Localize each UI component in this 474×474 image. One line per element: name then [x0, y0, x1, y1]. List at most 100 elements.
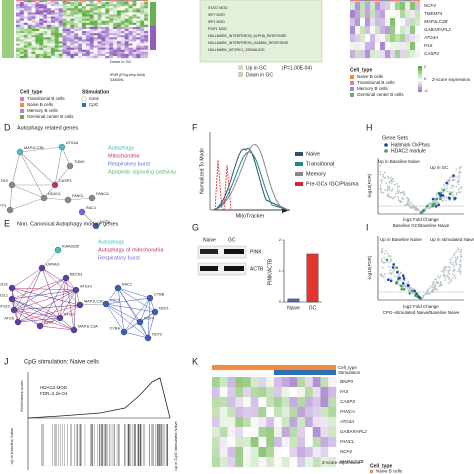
cell: [85, 18, 90, 21]
point: [411, 289, 414, 293]
label: Pre-GCs /GC/Plasma: [306, 181, 360, 187]
cell: [101, 29, 106, 32]
cell: [415, 26, 421, 35]
cell: [31, 41, 36, 44]
cell: [101, 0, 106, 3]
cell: [116, 18, 122, 21]
label: -log10(FDR): [367, 255, 372, 280]
point: [425, 204, 429, 208]
point: [426, 292, 429, 295]
cell: [120, 12, 125, 15]
cell: [120, 14, 125, 17]
node: [54, 246, 62, 254]
label: GABARAPL2: [424, 27, 451, 32]
cell: [58, 10, 63, 13]
label: MAP1LC3B: [424, 19, 448, 24]
cell: [54, 41, 59, 44]
cell: [16, 24, 21, 28]
cell: [101, 39, 106, 42]
point: [387, 186, 390, 189]
cell: [238, 65, 243, 70]
cell: [78, 41, 83, 44]
label: Naive: [306, 151, 320, 157]
cell: [70, 29, 75, 32]
cell: [58, 53, 63, 57]
cell: [39, 35, 44, 38]
cell: [418, 89, 422, 93]
panel-label: D: [4, 122, 11, 132]
cell: [54, 45, 59, 48]
cell: [66, 0, 71, 3]
point: [448, 192, 452, 196]
label: Up in baseline Naive: [9, 427, 14, 464]
label: CYBB: [154, 293, 165, 297]
cell: [16, 14, 21, 17]
point: [389, 272, 392, 275]
point: [441, 199, 444, 202]
cell: [116, 43, 122, 46]
cell: [350, 26, 356, 35]
cell: [70, 8, 75, 11]
cell: [235, 447, 244, 458]
cell: [39, 20, 44, 23]
cell: [400, 0, 405, 2]
cell: [116, 33, 122, 36]
cell: [365, 2, 371, 11]
cell: [16, 31, 21, 34]
cell: [50, 39, 56, 42]
cell: [124, 43, 129, 46]
cell: [415, 42, 421, 51]
label: Memory B cells: [357, 86, 389, 91]
point: [392, 188, 394, 190]
cell: [50, 12, 56, 15]
cell: [105, 29, 110, 32]
cell: [50, 14, 56, 17]
cell: [243, 457, 251, 468]
label: KIAA0226: [62, 245, 79, 249]
cell: [212, 417, 220, 428]
cell: [78, 31, 83, 34]
cell: [54, 12, 59, 15]
cell: [27, 53, 32, 57]
cell: [132, 31, 137, 34]
cell: [97, 45, 102, 48]
point: [443, 276, 446, 279]
cell: [97, 2, 102, 5]
point: [415, 206, 417, 209]
node: [88, 194, 96, 202]
cell: [418, 76, 422, 80]
cell: [93, 18, 98, 21]
cell: [93, 12, 98, 15]
cell: [70, 49, 75, 52]
point: [456, 256, 459, 259]
point: [396, 187, 399, 190]
cell: [35, 18, 40, 21]
cell: [380, 18, 386, 27]
cell: [85, 41, 90, 44]
cell: [140, 45, 145, 48]
cell: [70, 41, 75, 44]
line: [147, 311, 156, 339]
point: [452, 176, 455, 179]
cell: [97, 20, 102, 23]
cell: [78, 0, 82, 1]
label: Transitional: [306, 161, 334, 167]
cell: [136, 0, 141, 3]
cell: [27, 33, 32, 36]
cell: [124, 10, 129, 13]
cell: [105, 31, 110, 34]
point: [436, 196, 439, 199]
point: [449, 178, 451, 181]
point: [460, 165, 463, 168]
cell: [274, 387, 282, 398]
cell: [258, 387, 267, 398]
cell: [93, 33, 98, 36]
cell: [128, 53, 133, 57]
point: [393, 268, 396, 271]
cell: [89, 10, 94, 13]
cell: [289, 427, 298, 438]
point: [430, 285, 432, 288]
cell: [58, 14, 63, 17]
cell: [62, 20, 67, 23]
cell: [31, 10, 36, 13]
